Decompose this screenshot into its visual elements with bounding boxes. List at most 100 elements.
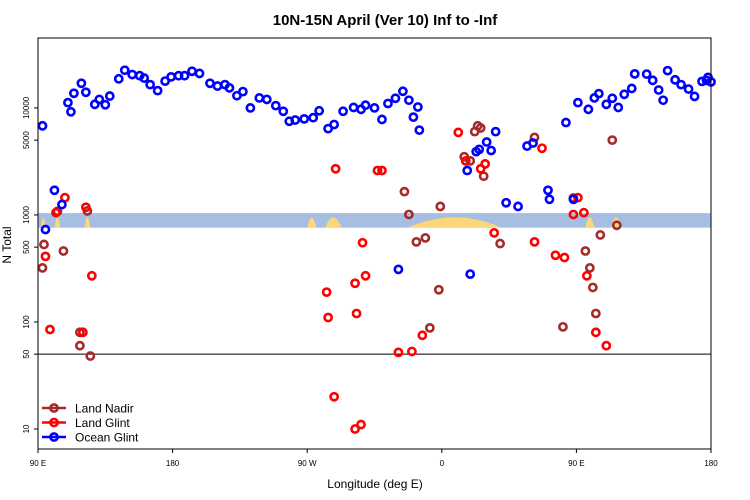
legend-label: Land Nadir — [75, 402, 134, 416]
data-point — [360, 100, 371, 111]
legend-marker — [49, 432, 59, 442]
x-axis-label: Longitude (deg E) — [327, 477, 422, 491]
data-point — [475, 123, 486, 133]
data-point — [670, 74, 681, 85]
data-point — [104, 91, 115, 101]
data-point — [40, 251, 51, 262]
data-point — [187, 66, 197, 77]
plot-frame — [37, 37, 712, 450]
data-point — [403, 209, 414, 220]
data-point — [460, 155, 471, 166]
data-point — [113, 73, 124, 84]
data-point — [619, 89, 630, 100]
data-point — [51, 207, 61, 218]
land-segment — [307, 217, 317, 228]
legend-label: Ocean Glint — [75, 431, 139, 445]
data-point — [377, 165, 387, 176]
data-point — [453, 127, 464, 138]
data-point — [462, 165, 473, 176]
data-point — [57, 199, 67, 210]
land-band-layer — [38, 213, 711, 228]
data-point — [308, 112, 319, 123]
data-point — [398, 86, 408, 97]
data-point — [424, 322, 435, 333]
data-point — [587, 282, 598, 293]
data-point — [314, 105, 325, 116]
data-point — [360, 270, 371, 281]
data-point — [578, 207, 589, 218]
x-axis: 90 E 180 90 W 0 90 E 180 — [30, 449, 718, 468]
x-tick-label: 180 — [704, 459, 718, 468]
data-point — [68, 88, 79, 99]
series-land-glint — [40, 127, 612, 434]
data-point — [76, 78, 87, 89]
data-point — [119, 65, 130, 76]
data-point — [647, 75, 658, 86]
y-tick-label: 100 — [22, 315, 31, 329]
data-point — [261, 94, 272, 105]
data-point — [490, 126, 501, 137]
y-tick-label: 500 — [22, 240, 31, 254]
data-point — [607, 93, 618, 104]
data-point — [495, 238, 506, 249]
x-tick-label: 180 — [166, 459, 180, 468]
data-point — [676, 79, 686, 90]
y-tick-label: 10000 — [22, 96, 31, 119]
legend-marker — [49, 417, 59, 428]
data-point — [653, 85, 664, 95]
data-point — [100, 99, 111, 110]
data-point — [350, 278, 360, 289]
data-point — [689, 91, 700, 102]
data-point — [478, 171, 489, 182]
data-point — [581, 270, 592, 281]
data-point — [414, 125, 425, 136]
data-point — [94, 94, 105, 105]
data-point — [561, 117, 571, 128]
data-point — [412, 102, 423, 112]
data-point — [194, 68, 205, 79]
data-point — [601, 340, 612, 351]
data-point — [417, 330, 428, 341]
y-axis: 10 50 100 500 1000 5000 10000 — [22, 96, 38, 433]
data-point — [590, 327, 601, 338]
data-point — [86, 270, 97, 281]
data-point — [37, 262, 48, 273]
data-point — [329, 119, 340, 130]
data-point — [224, 82, 235, 93]
data-point — [420, 233, 431, 243]
data-point — [481, 137, 492, 147]
data-point — [80, 87, 91, 98]
data-point — [356, 419, 366, 430]
data-point — [543, 185, 553, 196]
data-point — [590, 308, 601, 319]
legend-item: Land Glint — [42, 416, 130, 430]
data-point — [63, 97, 73, 108]
land-segment — [84, 217, 91, 228]
x-tick-label: 90 E — [30, 459, 46, 468]
data-point — [529, 236, 540, 247]
data-point — [601, 99, 612, 110]
data-point — [465, 155, 476, 166]
data-point — [152, 85, 163, 96]
y-tick-label: 5000 — [22, 131, 31, 149]
data-point — [399, 186, 410, 197]
data-point — [390, 93, 401, 104]
data-point — [501, 197, 512, 208]
data-points-layer — [37, 65, 716, 434]
data-point — [583, 104, 594, 115]
data-point — [658, 95, 669, 106]
data-point — [254, 93, 265, 103]
data-point — [369, 103, 380, 113]
data-point — [321, 287, 332, 298]
data-point — [212, 81, 223, 91]
data-point — [145, 79, 156, 90]
series-ocean-glint — [37, 65, 716, 279]
data-point — [245, 103, 256, 113]
data-point — [568, 194, 579, 205]
data-point — [683, 84, 694, 94]
data-point — [544, 194, 555, 205]
y-axis-label: N Total — [0, 226, 14, 263]
data-point — [348, 102, 359, 113]
data-point — [537, 143, 547, 154]
data-point — [393, 264, 404, 275]
